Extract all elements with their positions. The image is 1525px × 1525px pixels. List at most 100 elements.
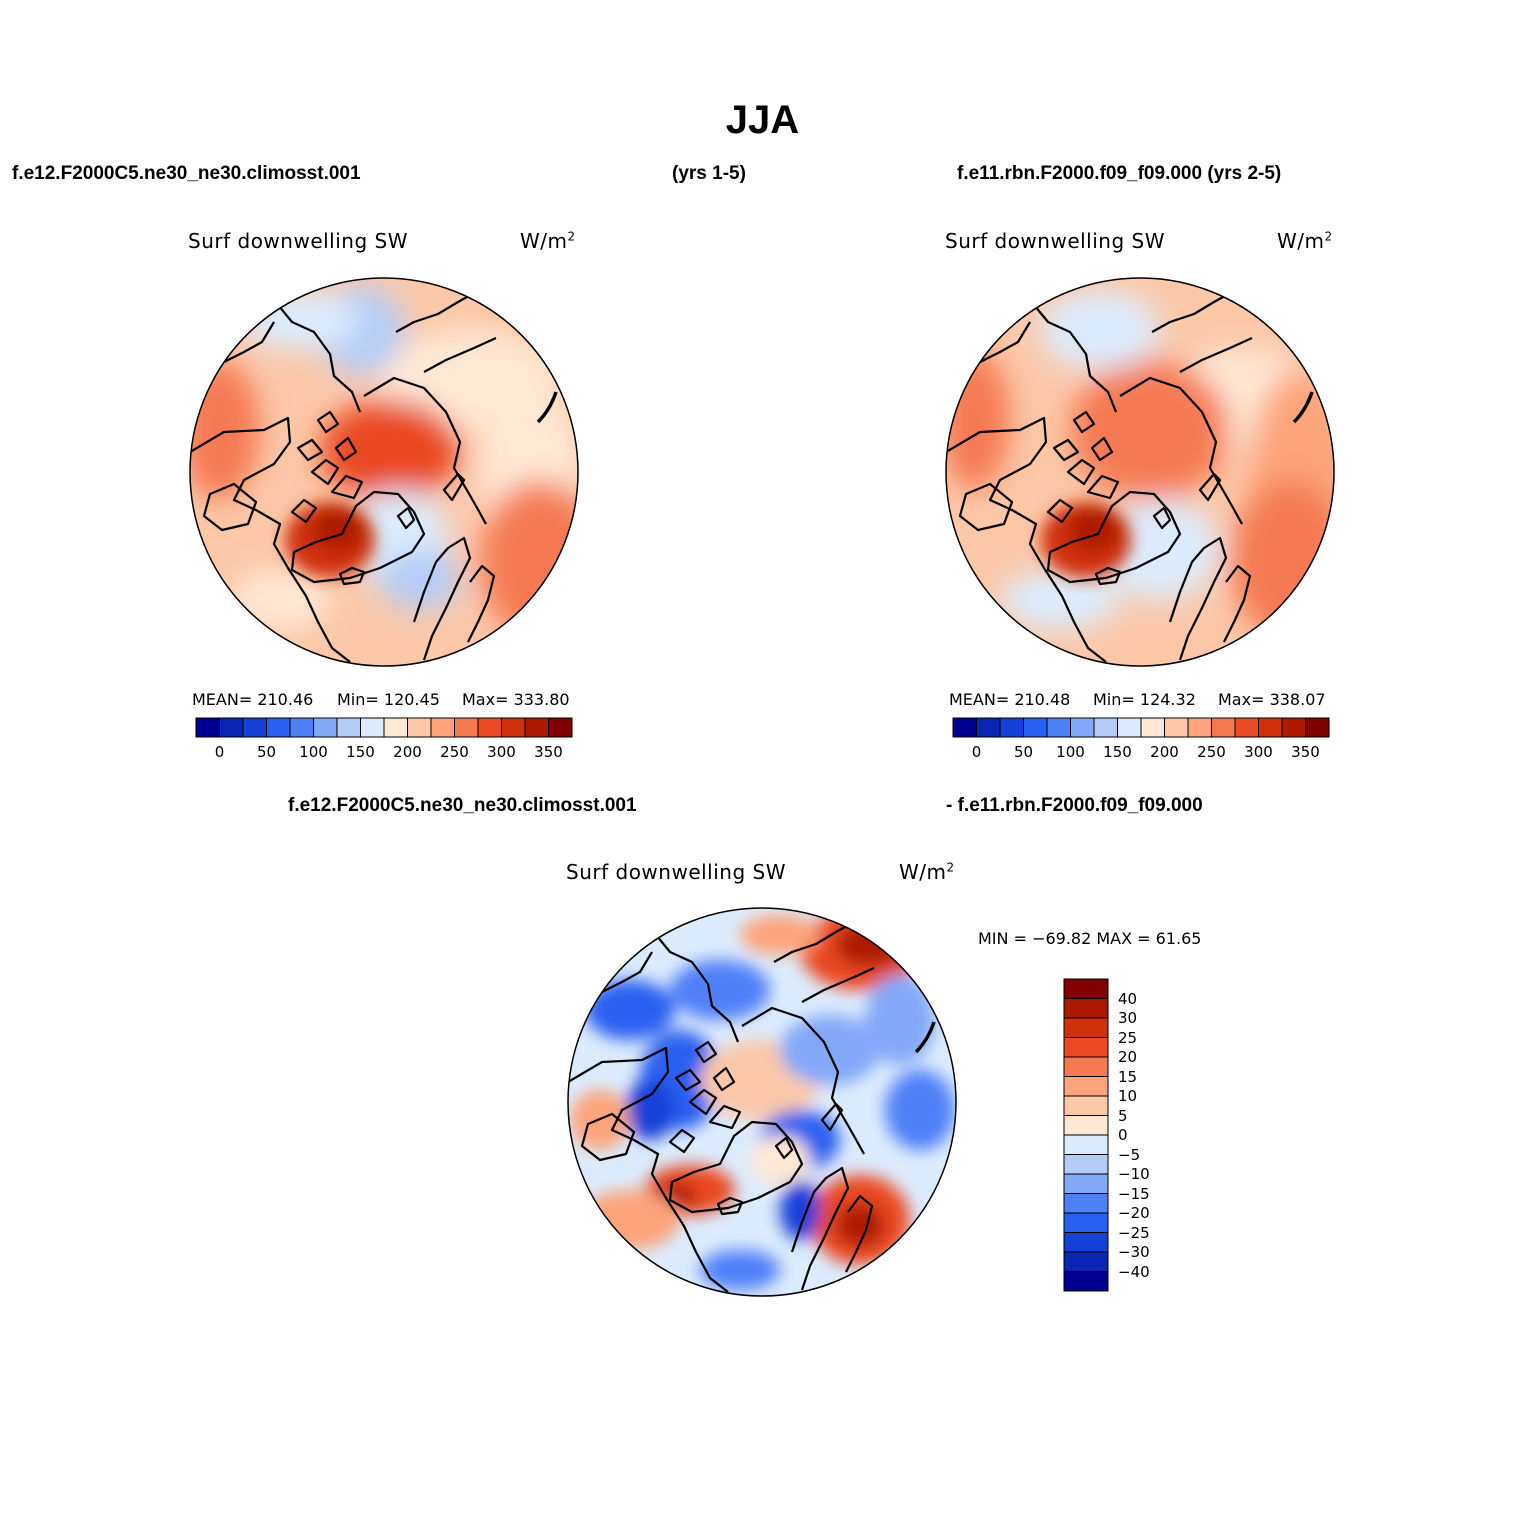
colorbar-swatch: [266, 717, 291, 738]
colorbar-tick-label: 40: [1118, 989, 1138, 1008]
years1-label: (yrs 1-5): [672, 163, 746, 184]
colorbar-swatch: [952, 717, 977, 738]
colorbar-tick-label: 50: [256, 743, 277, 761]
diff-right-label: - f.e11.rbn.F2000.f09_f09.000: [946, 795, 1203, 816]
colorbar-tick-label: 200: [393, 743, 422, 761]
colorbar-swatch: [1258, 717, 1283, 738]
colorbar-swatch: [1063, 998, 1109, 1019]
colorbar-tick-label: −25: [1118, 1223, 1150, 1242]
colorbar-swatch: [1063, 1017, 1109, 1038]
panel2-units: W/m2: [1277, 229, 1333, 253]
colorbar-tick-label: 25: [1118, 1028, 1138, 1047]
colorbar-tick-label: 5: [1118, 1106, 1128, 1125]
panel2-max: Max= 338.07: [1218, 690, 1326, 709]
colorbar-swatch: [219, 717, 244, 738]
colorbar-swatch: [548, 717, 573, 738]
case2-label: f.e11.rbn.F2000.f09_f09.000 (yrs 2-5): [957, 163, 1282, 184]
colorbar-tick-label: 250: [1197, 743, 1226, 761]
colorbar-swatch: [430, 717, 455, 738]
colorbar-swatch: [1063, 1115, 1109, 1136]
colorbar-tick-label: −10: [1118, 1165, 1150, 1183]
colorbar-swatch: [313, 717, 338, 738]
colorbar-swatch: [1281, 717, 1306, 738]
colorbar-swatch: [1063, 1154, 1109, 1175]
colorbar-swatch: [1063, 1212, 1109, 1233]
colorbar-swatch: [477, 717, 502, 738]
panel2-mean: MEAN= 210.48: [949, 690, 1071, 709]
colorbar-swatch: [1070, 717, 1095, 738]
panel3-title: Surf downwelling SW: [566, 860, 786, 884]
main-title: JJA: [725, 98, 800, 142]
colorbar-tick-label: −20: [1118, 1204, 1150, 1222]
case1-label: f.e12.F2000C5.ne30_ne30.climosst.001: [12, 163, 361, 184]
colorbar-tick-label: 10: [1118, 1087, 1138, 1105]
colorbar-swatch: [1023, 717, 1048, 738]
panel2-title: Surf downwelling SW: [945, 229, 1165, 253]
colorbar-swatch: [1063, 1076, 1109, 1097]
colorbar-tick-label: 50: [1013, 743, 1034, 761]
colorbar-swatch: [1063, 1056, 1109, 1077]
colorbar-swatch: [360, 717, 385, 738]
panel1-units: W/m2: [520, 229, 576, 253]
colorbar-swatch: [1063, 1232, 1109, 1253]
colorbar-panel1: [195, 717, 573, 738]
colorbar-tick-label: 150: [346, 743, 375, 761]
colorbar-swatch: [1063, 978, 1109, 999]
colorbar-swatch: [1046, 717, 1071, 738]
colorbar-swatch: [1117, 717, 1142, 738]
panel2-min: Min= 124.32: [1093, 690, 1196, 709]
colorbar-swatch: [242, 717, 267, 738]
colorbar-swatch: [454, 717, 479, 738]
colorbar-tick-label: 0: [1118, 1126, 1128, 1144]
colorbar-tick-label: 250: [440, 743, 469, 761]
colorbar-tick-label: 30: [1118, 1009, 1138, 1027]
colorbar-tick-label: 350: [1291, 743, 1320, 761]
colorbar-tick-label: 100: [299, 743, 328, 761]
colorbar-tick-label: 300: [487, 743, 516, 761]
colorbar-tick-label: −30: [1118, 1243, 1150, 1261]
colorbar-swatch: [1234, 717, 1259, 738]
colorbar-swatch: [1063, 1251, 1109, 1272]
colorbar-swatch: [1187, 717, 1212, 738]
colorbar-swatch: [383, 717, 408, 738]
colorbar-swatch: [1211, 717, 1236, 738]
panel1-max: Max= 333.80: [462, 690, 570, 709]
colorbar-swatch: [1063, 1134, 1109, 1155]
colorbar-swatch: [1305, 717, 1330, 738]
panel1-title: Surf downwelling SW: [188, 229, 408, 253]
colorbar-swatch: [289, 717, 314, 738]
colorbar-tick-label: 0: [214, 743, 225, 761]
colorbar-swatch: [336, 717, 361, 738]
colorbar-swatch: [1164, 717, 1189, 738]
colorbar-swatch: [195, 717, 220, 738]
panel1-mean: MEAN= 210.46: [192, 690, 314, 709]
colorbar-tick-label: 300: [1244, 743, 1273, 761]
colorbar-swatch: [1140, 717, 1165, 738]
colorbar-tick-label: −40: [1118, 1262, 1150, 1281]
colorbar-swatch: [1093, 717, 1118, 738]
colorbar-tick-label: 150: [1103, 743, 1132, 761]
panel3-minmax: MIN = −69.82 MAX = 61.65: [978, 929, 1202, 948]
colorbar-panel3: [1063, 978, 1109, 1292]
colorbar-swatch: [1063, 1095, 1109, 1116]
colorbar-tick-label: −5: [1118, 1145, 1141, 1164]
panel1-min: Min= 120.45: [337, 690, 440, 709]
colorbar-swatch: [1063, 1173, 1109, 1194]
map-panel3: [568, 908, 956, 1296]
colorbar-tick-label: 0: [971, 743, 982, 761]
diff-left-label: f.e12.F2000C5.ne30_ne30.climosst.001: [288, 795, 637, 816]
colorbar-panel2: [952, 717, 1330, 738]
colorbar-tick-label: 350: [534, 743, 563, 761]
colorbar-tick-label: 20: [1118, 1048, 1138, 1066]
colorbar-swatch: [1063, 1193, 1109, 1214]
colorbar-swatch: [1063, 1037, 1109, 1058]
colorbar-swatch: [407, 717, 432, 738]
colorbar-tick-label: 15: [1118, 1067, 1138, 1086]
colorbar-swatch: [1063, 1271, 1109, 1292]
colorbar-tick-label: 200: [1150, 743, 1179, 761]
colorbar-swatch: [524, 717, 549, 738]
colorbar-tick-label: −15: [1118, 1184, 1150, 1203]
map-panel1: [190, 278, 578, 666]
colorbar-swatch: [999, 717, 1024, 738]
